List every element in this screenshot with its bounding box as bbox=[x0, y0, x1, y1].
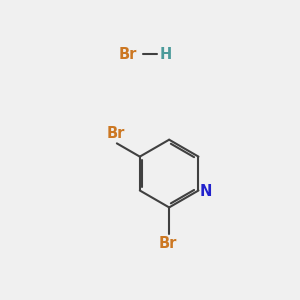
Text: N: N bbox=[200, 184, 212, 200]
Text: H: H bbox=[160, 47, 172, 62]
Text: Br: Br bbox=[119, 47, 137, 62]
Text: Br: Br bbox=[158, 236, 177, 251]
Text: Br: Br bbox=[106, 127, 124, 142]
